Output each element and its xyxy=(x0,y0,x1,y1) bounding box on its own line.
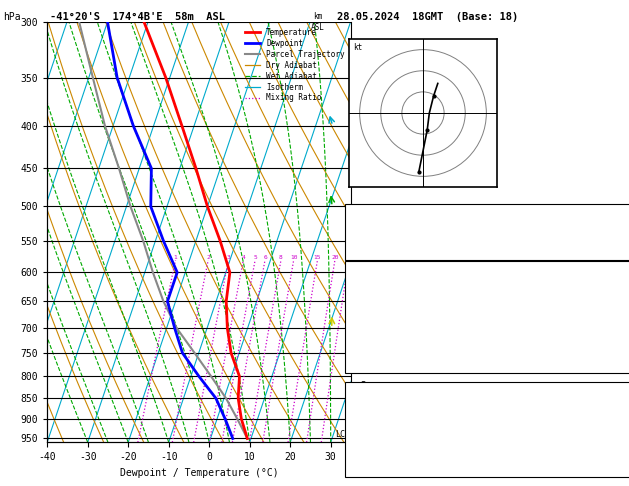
Text: © weatheronline.co.uk: © weatheronline.co.uk xyxy=(426,471,530,480)
Text: 25: 25 xyxy=(345,255,352,260)
Text: 8: 8 xyxy=(279,255,283,260)
Text: kt: kt xyxy=(353,43,362,52)
Text: 20: 20 xyxy=(331,255,338,260)
Text: Lifted Index: Lifted Index xyxy=(349,435,420,446)
Text: 0: 0 xyxy=(620,363,626,373)
Text: CIN (J): CIN (J) xyxy=(349,468,390,478)
Text: Most Unstable: Most Unstable xyxy=(449,387,526,398)
Text: 0: 0 xyxy=(620,468,626,478)
Text: 5: 5 xyxy=(253,255,257,260)
Text: 9.1: 9.1 xyxy=(608,282,626,293)
Text: Pressure (mb): Pressure (mb) xyxy=(349,403,425,414)
Text: 28.05.2024  18GMT  (Base: 18): 28.05.2024 18GMT (Base: 18) xyxy=(337,12,518,22)
Text: km
ASL: km ASL xyxy=(311,12,325,32)
Text: CAPE (J): CAPE (J) xyxy=(349,347,396,357)
Text: 0: 0 xyxy=(620,347,626,357)
Text: 13: 13 xyxy=(614,209,626,220)
Text: 3: 3 xyxy=(226,255,230,260)
Text: 10: 10 xyxy=(290,255,298,260)
Text: 5: 5 xyxy=(620,435,626,446)
Text: CAPE (J): CAPE (J) xyxy=(349,451,396,462)
Text: Dewp (°C): Dewp (°C) xyxy=(349,298,402,309)
Text: 5.5: 5.5 xyxy=(608,298,626,309)
Legend: Temperature, Dewpoint, Parcel Trajectory, Dry Adiabat, Wet Adiabat, Isotherm, Mi: Temperature, Dewpoint, Parcel Trajectory… xyxy=(243,26,347,104)
Text: 950: 950 xyxy=(608,403,626,414)
Text: Surface: Surface xyxy=(467,266,508,277)
Text: 2: 2 xyxy=(206,255,210,260)
Text: 6: 6 xyxy=(263,255,267,260)
Text: θₑ (K): θₑ (K) xyxy=(349,419,384,430)
Text: 1.32: 1.32 xyxy=(603,242,626,252)
Text: CIN (J): CIN (J) xyxy=(349,363,390,373)
Text: Lifted Index: Lifted Index xyxy=(349,330,420,341)
X-axis label: Dewpoint / Temperature (°C): Dewpoint / Temperature (°C) xyxy=(120,468,279,478)
Text: -41°20'S  174°4B'E  58m  ASL: -41°20'S 174°4B'E 58m ASL xyxy=(50,12,225,22)
Text: Temp (°C): Temp (°C) xyxy=(349,282,402,293)
Text: 0: 0 xyxy=(620,451,626,462)
Text: Totals Totals: Totals Totals xyxy=(349,226,425,236)
Text: 48: 48 xyxy=(614,226,626,236)
Text: LCL: LCL xyxy=(335,430,350,439)
Text: θₑ(K): θₑ(K) xyxy=(349,314,379,325)
Text: 15: 15 xyxy=(314,255,321,260)
Text: 4: 4 xyxy=(242,255,245,260)
Text: 5: 5 xyxy=(620,330,626,341)
Text: 298: 298 xyxy=(608,419,626,430)
Text: 298: 298 xyxy=(608,314,626,325)
Text: PW (cm): PW (cm) xyxy=(349,242,390,252)
Text: hPa: hPa xyxy=(3,12,21,22)
Text: K: K xyxy=(349,209,355,220)
Text: 1: 1 xyxy=(174,255,177,260)
